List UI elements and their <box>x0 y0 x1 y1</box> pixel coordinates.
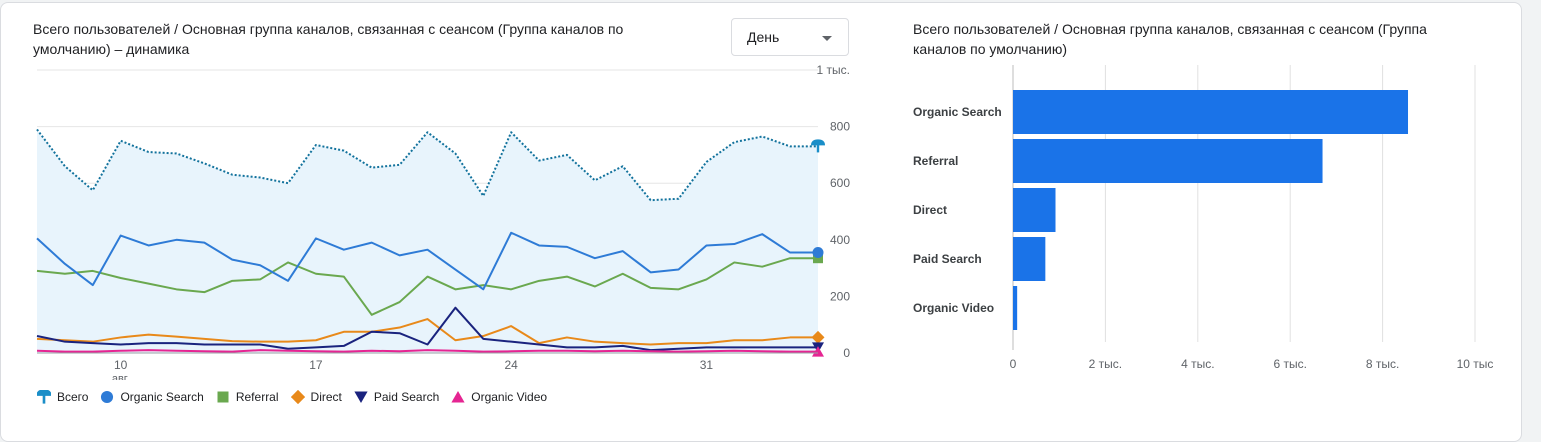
pin-stem <box>816 144 820 153</box>
x-tick-label: 4 тыс. <box>1181 357 1214 371</box>
end-marker-direct <box>811 330 825 344</box>
legend-item[interactable]: Organic Search <box>100 390 204 404</box>
pin-icon <box>37 390 51 404</box>
legend-item[interactable]: Referral <box>216 390 279 404</box>
legend-marker <box>101 390 114 404</box>
legend-label: Organic Video <box>471 390 548 404</box>
category-label: Referral <box>913 154 958 168</box>
legend-item[interactable]: Direct <box>290 390 342 404</box>
x-tick-label: 10 <box>114 358 128 372</box>
x-tick-label: 0 <box>1010 357 1017 371</box>
circle-icon <box>101 390 114 404</box>
diamond-icon <box>290 390 305 404</box>
legend-item[interactable]: Paid Search <box>354 390 439 404</box>
series-line-total <box>36 128 818 202</box>
x-tick-label: 6 тыс. <box>1273 357 1306 371</box>
y-tick-label: 400 <box>830 233 850 247</box>
bar <box>1013 286 1018 330</box>
bar <box>1013 188 1056 232</box>
legend-label: Direct <box>310 390 342 404</box>
series-line-organic-search <box>36 231 818 291</box>
pin-head <box>37 390 51 396</box>
end-marker-organic-search <box>812 247 824 259</box>
legend-marker <box>354 391 368 404</box>
end-marker-referral <box>813 253 823 264</box>
legend-marker <box>217 391 229 403</box>
series-line-direct <box>36 318 818 346</box>
legend-label: Referral <box>235 390 279 404</box>
triangle-up-icon <box>451 390 465 403</box>
legend-item[interactable]: Всего <box>37 390 88 404</box>
y-tick-label: 1 тыс. <box>817 63 850 77</box>
line-chart-legend: Всего Organic Search Referral Direct Paid Se… <box>37 388 559 406</box>
x-tick-label: 31 <box>700 358 714 372</box>
granularity-select[interactable]: День <box>731 18 849 56</box>
legend-label: Всего <box>57 390 89 404</box>
x-tick-label: 10 тыс <box>1457 357 1494 371</box>
line-chart-title: Всего пользователей / Основная группа ка… <box>33 21 624 57</box>
x-tick-label: 2 тыс. <box>1089 357 1122 371</box>
square-icon <box>217 391 229 403</box>
category-label: Organic Search <box>913 105 1002 119</box>
category-label: Direct <box>913 203 947 217</box>
y-tick-label: 800 <box>830 120 850 134</box>
series-line-referral <box>36 257 818 316</box>
bar <box>1013 90 1409 134</box>
y-tick-label: 600 <box>830 176 850 190</box>
x-tick-sublabel: авг. <box>112 373 130 380</box>
legend-marker <box>290 390 305 404</box>
legend-item[interactable]: Organic Video <box>451 390 547 404</box>
legend-marker <box>37 390 51 404</box>
pin-head <box>811 139 825 146</box>
bar <box>1013 237 1046 281</box>
legend-marker <box>451 390 465 403</box>
legend-label: Organic Search <box>120 390 204 404</box>
pin-stem <box>42 395 46 404</box>
chevron-down-icon <box>822 36 832 41</box>
category-label: Paid Search <box>913 252 982 266</box>
triangle-down-icon <box>354 391 368 404</box>
category-label: Organic Video <box>913 301 994 315</box>
bar-chart-title: Всего пользователей / Основная группа ка… <box>913 21 1427 57</box>
y-tick-label: 200 <box>830 289 850 303</box>
series-line-organic-video <box>36 349 818 353</box>
legend-label: Paid Search <box>373 390 440 404</box>
end-marker-total <box>811 139 825 153</box>
series-line-paid-search <box>36 306 818 352</box>
bar-chart: 0 2 тыс. 4 тыс. 6 тыс. 8 тыс. 10 тыс Organic S… <box>913 65 1494 371</box>
x-tick-label: 8 тыс. <box>1366 357 1399 371</box>
total-area <box>37 129 818 353</box>
x-tick-label: 24 <box>504 358 518 372</box>
granularity-value: День <box>747 29 780 45</box>
x-tick-label: 17 <box>309 358 323 372</box>
y-tick-label: 0 <box>843 346 850 360</box>
bar <box>1013 139 1323 183</box>
end-marker-organic-video <box>812 346 824 357</box>
